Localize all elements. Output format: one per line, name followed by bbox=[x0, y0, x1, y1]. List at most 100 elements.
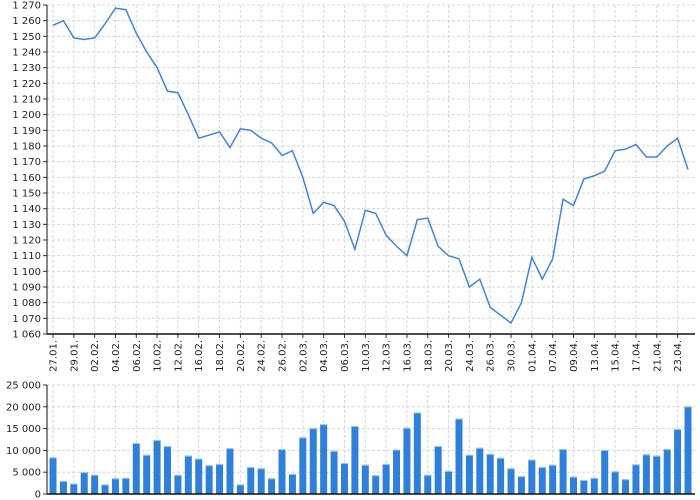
volume-bar bbox=[434, 446, 442, 494]
volume-bar bbox=[216, 463, 224, 494]
volume-bar bbox=[153, 439, 161, 494]
x-tick-label: 06.02. bbox=[132, 340, 143, 372]
x-tick-label: 01.04. bbox=[527, 340, 538, 372]
volume-bar bbox=[653, 455, 661, 494]
y-tick-label: 15 000 bbox=[6, 424, 41, 435]
volume-bar bbox=[497, 457, 505, 494]
volume-bar bbox=[569, 476, 577, 494]
y-tick-label: 1 060 bbox=[12, 330, 41, 341]
volume-bar bbox=[247, 466, 255, 494]
x-tick-label: 27.01. bbox=[49, 340, 60, 372]
volume-bar bbox=[226, 448, 234, 494]
volume-bar bbox=[299, 437, 307, 494]
volume-bar bbox=[590, 477, 598, 494]
x-tick-label: 04.02. bbox=[111, 340, 122, 372]
y-tick-label: 1 070 bbox=[12, 314, 41, 325]
x-tick-label: 06.03. bbox=[340, 340, 351, 372]
x-tick-label: 21.04. bbox=[652, 340, 663, 372]
volume-bar bbox=[601, 449, 609, 494]
volume-bar bbox=[205, 465, 213, 494]
x-tick-label: 16.03. bbox=[402, 340, 413, 372]
y-tick-label: 1 220 bbox=[12, 79, 41, 90]
x-tick-label: 09.04. bbox=[569, 340, 580, 372]
volume-bar bbox=[351, 425, 359, 494]
x-tick-label: 02.03. bbox=[298, 340, 309, 372]
y-tick-label: 1 080 bbox=[12, 298, 41, 309]
x-tick-label: 24.02. bbox=[257, 340, 268, 372]
volume-bar bbox=[476, 447, 484, 494]
volume-bar bbox=[642, 454, 650, 494]
y-tick-label: 1 210 bbox=[12, 95, 41, 106]
volume-bar bbox=[330, 450, 338, 494]
volume-bar bbox=[309, 428, 317, 494]
y-tick-label: 1 150 bbox=[12, 189, 41, 200]
x-tick-label: 04.03. bbox=[319, 340, 330, 372]
y-tick-label: 1 230 bbox=[12, 63, 41, 74]
x-tick-label: 12.02. bbox=[173, 340, 184, 372]
volume-bar bbox=[288, 473, 296, 494]
x-tick-label: 20.03. bbox=[444, 340, 455, 372]
volume-bar bbox=[372, 475, 380, 494]
volume-bar bbox=[70, 483, 78, 494]
volume-bar bbox=[340, 463, 348, 494]
y-tick-label: 1 170 bbox=[12, 157, 41, 168]
volume-bar bbox=[174, 474, 182, 494]
volume-bar bbox=[611, 471, 619, 494]
x-tick-label: 07.04. bbox=[548, 340, 559, 372]
volume-bar bbox=[445, 470, 453, 494]
y-tick-label: 1 120 bbox=[12, 236, 41, 247]
y-tick-label: 1 090 bbox=[12, 283, 41, 294]
x-tick-label: 15.04. bbox=[611, 340, 622, 372]
volume-bar bbox=[528, 459, 536, 494]
y-tick-label: 25 000 bbox=[6, 381, 41, 392]
volume-bar bbox=[393, 449, 401, 494]
volume-bar bbox=[111, 478, 119, 494]
y-tick-label: 20 000 bbox=[6, 402, 41, 413]
y-tick-label: 1 140 bbox=[12, 204, 41, 215]
x-tick-label: 29.01. bbox=[69, 340, 80, 372]
y-tick-label: 1 240 bbox=[12, 48, 41, 59]
x-tick-label: 23.04. bbox=[673, 340, 684, 372]
volume-bar bbox=[486, 453, 494, 494]
volume-bar bbox=[122, 477, 130, 494]
volume-bar bbox=[507, 468, 515, 494]
x-tick-label: 02.02. bbox=[90, 340, 101, 372]
volume-bar bbox=[236, 484, 244, 494]
volume-bar bbox=[465, 454, 473, 494]
y-tick-label: 5 000 bbox=[12, 468, 41, 479]
x-tick-label: 26.02. bbox=[278, 340, 289, 372]
y-tick-label: 1 200 bbox=[12, 110, 41, 121]
volume-bar bbox=[101, 484, 109, 494]
volume-bar bbox=[59, 480, 67, 494]
volume-bar bbox=[684, 406, 692, 494]
volume-bar bbox=[663, 449, 671, 494]
x-tick-label: 20.02. bbox=[236, 340, 247, 372]
x-tick-label: 24.03. bbox=[465, 340, 476, 372]
volume-bar bbox=[164, 446, 172, 494]
y-tick-label: 1 110 bbox=[12, 251, 41, 262]
y-tick-label: 1 100 bbox=[12, 267, 41, 278]
volume-bar bbox=[674, 429, 682, 494]
x-tick-label: 30.03. bbox=[507, 340, 518, 372]
y-tick-label: 0 bbox=[35, 490, 41, 500]
volume-bar bbox=[132, 442, 140, 494]
volume-bar bbox=[413, 412, 421, 494]
x-tick-label: 17.04. bbox=[631, 340, 642, 372]
y-tick-label: 1 260 bbox=[12, 16, 41, 27]
volume-bar bbox=[382, 463, 390, 494]
volume-bar bbox=[517, 476, 525, 494]
x-tick-label: 16.02. bbox=[194, 340, 205, 372]
y-tick-label: 1 190 bbox=[12, 126, 41, 137]
y-tick-label: 1 250 bbox=[12, 32, 41, 43]
volume-bar bbox=[143, 454, 151, 494]
x-tick-label: 13.04. bbox=[590, 340, 601, 372]
volume-bar bbox=[580, 480, 588, 494]
x-tick-label: 12.03. bbox=[382, 340, 393, 372]
volume-bar bbox=[257, 468, 265, 494]
y-tick-label: 1 180 bbox=[12, 142, 41, 153]
volume-bar bbox=[559, 449, 567, 494]
x-tick-label: 26.03. bbox=[486, 340, 497, 372]
volume-bar bbox=[195, 458, 203, 494]
volume-bar bbox=[278, 449, 286, 494]
